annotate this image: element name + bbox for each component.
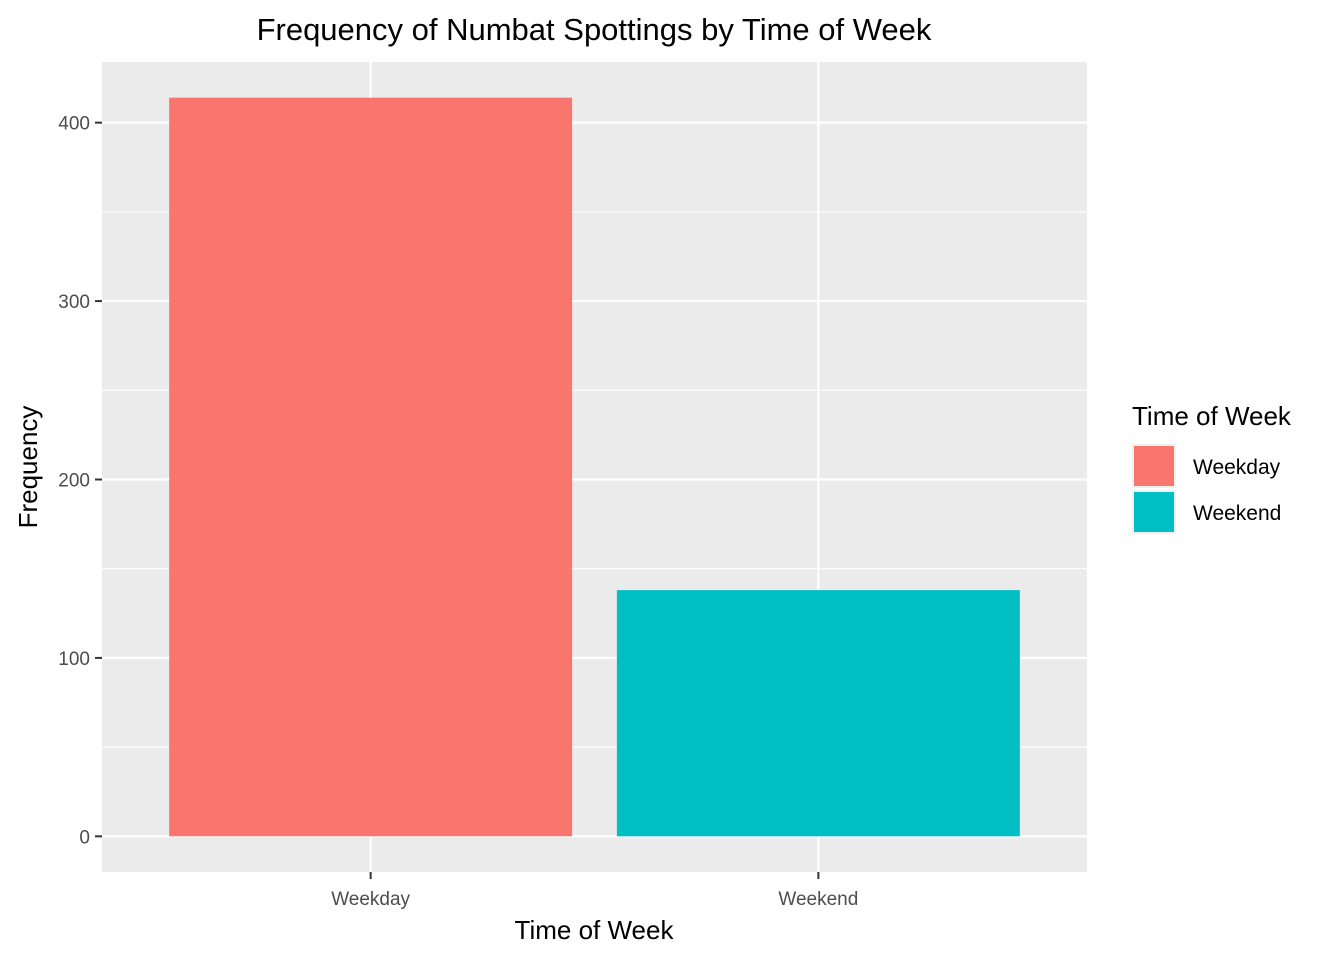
legend-key-weekend [1134,492,1174,532]
legend-key-weekday [1134,446,1174,486]
legend-title: Time of Week [1132,401,1292,431]
bar-weekday [169,97,573,837]
y-axis: 0 100 200 300 400 [58,114,102,848]
x-tick-label: Weekday [331,889,410,910]
x-axis-title: Time of Week [515,915,675,945]
legend-label: Weekday [1193,456,1281,479]
chart-title: Frequency of Numbat Spottings by Time of… [257,12,932,47]
bars [169,97,1020,837]
x-axis: Weekday Weekend [331,872,858,910]
y-tick-label: 400 [58,114,90,135]
y-tick-label: 300 [58,292,90,313]
x-tick-label: Weekend [778,889,858,910]
y-axis-title: Frequency [13,406,43,529]
y-tick-label: 200 [58,470,90,491]
legend: Time of Week Weekday Weekend [1132,401,1292,534]
bar-weekend [616,590,1020,837]
y-tick-label: 100 [58,649,90,670]
legend-label: Weekend [1193,502,1281,525]
y-tick-label: 0 [79,827,90,848]
